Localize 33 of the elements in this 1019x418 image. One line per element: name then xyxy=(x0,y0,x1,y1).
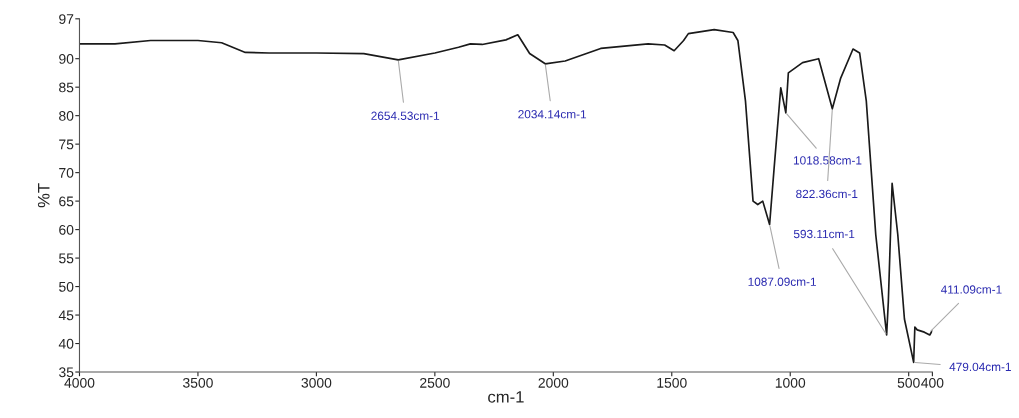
y-tick-label: 65 xyxy=(59,196,74,207)
x-axis-title: cm-1 xyxy=(488,391,524,403)
y-tick-label: 75 xyxy=(59,139,74,150)
x-tick-label: 2000 xyxy=(538,377,569,388)
annotation: 2654.53cm-1 xyxy=(371,111,440,120)
annotation: 822.36cm-1 xyxy=(796,189,858,199)
x-tick-label: 500 xyxy=(897,377,920,388)
y-tick-label: 40 xyxy=(58,338,74,349)
x-tick-label: 1500 xyxy=(657,377,687,388)
annotation: 1087.09cm-1 xyxy=(748,277,816,286)
annotation: 479.04cm-1 xyxy=(949,362,1011,372)
y-tick-label: 97 xyxy=(59,14,74,24)
x-tick-label: 3500 xyxy=(183,377,213,388)
x-tick-label: 400 xyxy=(921,377,944,388)
y-tick-label: 90 xyxy=(59,54,74,64)
y-tick-label: 35 xyxy=(59,367,74,378)
annotation: 411.09cm-1 xyxy=(940,285,1002,294)
x-tick-label: 4000 xyxy=(64,377,95,388)
y-tick-label: 50 xyxy=(59,281,74,292)
x-tick-label: 1000 xyxy=(775,377,806,388)
y-tick-label: 45 xyxy=(58,310,74,321)
annotation: 1018.58cm-1 xyxy=(793,156,862,165)
y-tick-label: 85 xyxy=(59,82,74,93)
annotation: 593.11cm-1 xyxy=(793,229,855,239)
y-tick-label: 70 xyxy=(59,167,74,178)
y-tick-label: 60 xyxy=(59,224,74,235)
x-tick-label: 3000 xyxy=(301,377,332,388)
x-tick-label: 2500 xyxy=(420,377,450,388)
y-axis-title: %T xyxy=(37,183,50,208)
y-tick-label: 80 xyxy=(59,110,74,121)
y-tick-label: 55 xyxy=(59,253,74,264)
annotation: 2034.14cm-1 xyxy=(518,110,587,119)
line-series xyxy=(79,28,933,364)
